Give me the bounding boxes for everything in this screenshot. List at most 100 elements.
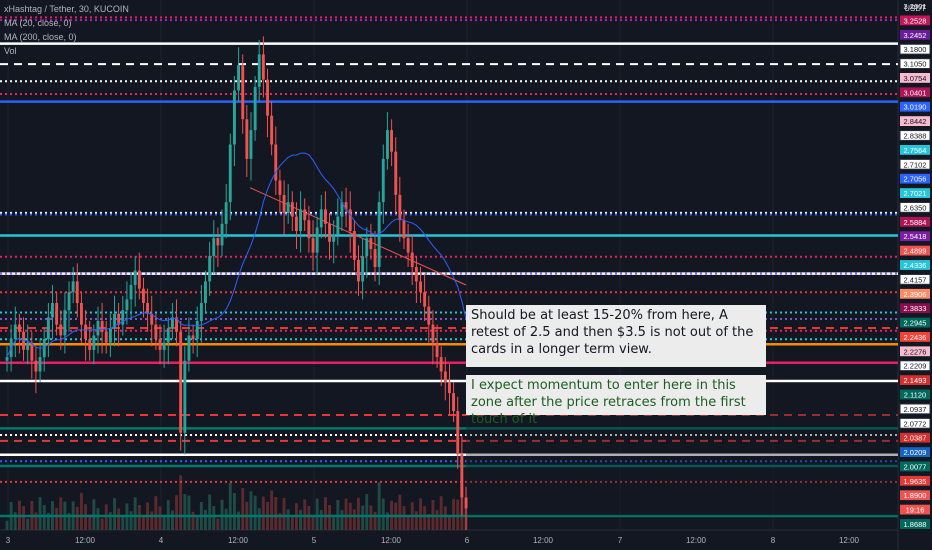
candle-body [315,227,319,253]
price-label: 2.5884 [904,218,927,227]
candle-body [67,292,71,311]
volume-bar [55,507,59,530]
candle-body [307,220,311,239]
volume-bar [171,510,174,530]
volume-bar [92,499,96,530]
candle-body [237,65,240,91]
candle-body [212,238,216,257]
price-label: 1.8900 [904,491,927,500]
price-label: 3.2452 [904,31,927,40]
candle-body [13,324,17,339]
price-label-box [899,274,931,285]
volume-bar [253,495,257,530]
candle-body [96,321,100,336]
candle-body [266,79,269,116]
price-label: 2.4157 [904,275,927,284]
price-label: 3.1050 [904,60,927,69]
price-label: 3.1800 [904,45,927,54]
candle-body [423,292,427,307]
candle-body [286,202,290,213]
volume-bar [439,496,443,530]
price-label-box [900,231,930,242]
candle-body [311,238,315,253]
annotation-note-2[interactable]: I expect momentum to enter here in this … [466,375,766,427]
price-label: 19:16 [906,506,925,515]
candle-body [427,306,431,325]
price-label-box [899,43,931,55]
volume-bar [241,488,245,530]
candle-body [224,202,228,224]
price-label: 2.0772 [904,419,927,428]
price-label: 2.1493 [904,376,927,385]
candle-body [340,202,344,217]
volume-bar [377,482,381,530]
price-label: 1.9635 [904,477,927,486]
price-label-box [900,216,930,227]
volume-bar [129,511,133,530]
candle-body [274,144,278,181]
candle-body [344,202,348,210]
candle-body [460,454,464,498]
volume-bar [212,506,216,530]
candle-body [406,238,410,253]
candle-body [30,342,34,361]
legend-ma200: MA (200, close, 0) [4,32,77,42]
candle-body [245,119,249,159]
volume-bar [398,494,402,530]
candle-body [448,382,451,394]
price-label-box [900,303,930,314]
candle-body [142,288,145,303]
annotation-note-1[interactable]: Should be at least 15-20% from here, A r… [466,305,766,367]
x-tick-label: 3 [6,536,11,545]
volume-bar [67,513,71,530]
candle-body [257,54,261,87]
candle-body [319,209,323,228]
volume-bar [332,517,336,530]
volume-bar [443,506,447,530]
volume-bar [315,498,319,530]
price-label-box [899,403,931,415]
price-label: 2.2436 [904,333,927,342]
volume-bar [278,513,282,530]
volume-bar [365,494,369,530]
candle-body [154,324,158,339]
price-label-box [900,432,930,443]
price-label-box [900,375,930,385]
volume-bar [324,497,327,530]
candle-body [216,238,220,246]
candle-body [386,130,389,159]
volume-bar [13,512,17,530]
volume-bar [448,515,451,530]
price-label-box [900,173,930,184]
price-label-box [899,58,931,70]
candle-body [104,331,108,343]
candle-body [125,299,129,311]
price-label-box [900,475,930,486]
candle-body [158,339,162,350]
volume-bar [100,518,104,530]
volume-bar [133,497,137,530]
volume-bar [216,518,220,530]
x-tick-label: 12:00 [533,536,554,545]
candle-body [452,393,455,412]
candle-body [290,202,294,217]
candle-body [241,65,245,120]
price-label: 2.0937 [904,405,927,414]
price-label: 2.3833 [904,304,927,313]
candle-body [18,324,21,332]
volume-bar [162,516,166,530]
candle-body [390,130,393,152]
price-label: 2.0209 [904,448,927,457]
candle-body [443,371,447,383]
price-label-box [900,101,930,112]
candle-body [439,357,443,372]
x-tick-label: 12:00 [381,536,402,545]
volume-bar [319,510,323,530]
volume-bar [435,510,439,530]
candle-body [295,216,298,231]
volume-bar [427,514,431,530]
price-label: 2.1120 [904,391,926,400]
volume-bar [22,506,25,530]
candle-body [270,115,274,145]
